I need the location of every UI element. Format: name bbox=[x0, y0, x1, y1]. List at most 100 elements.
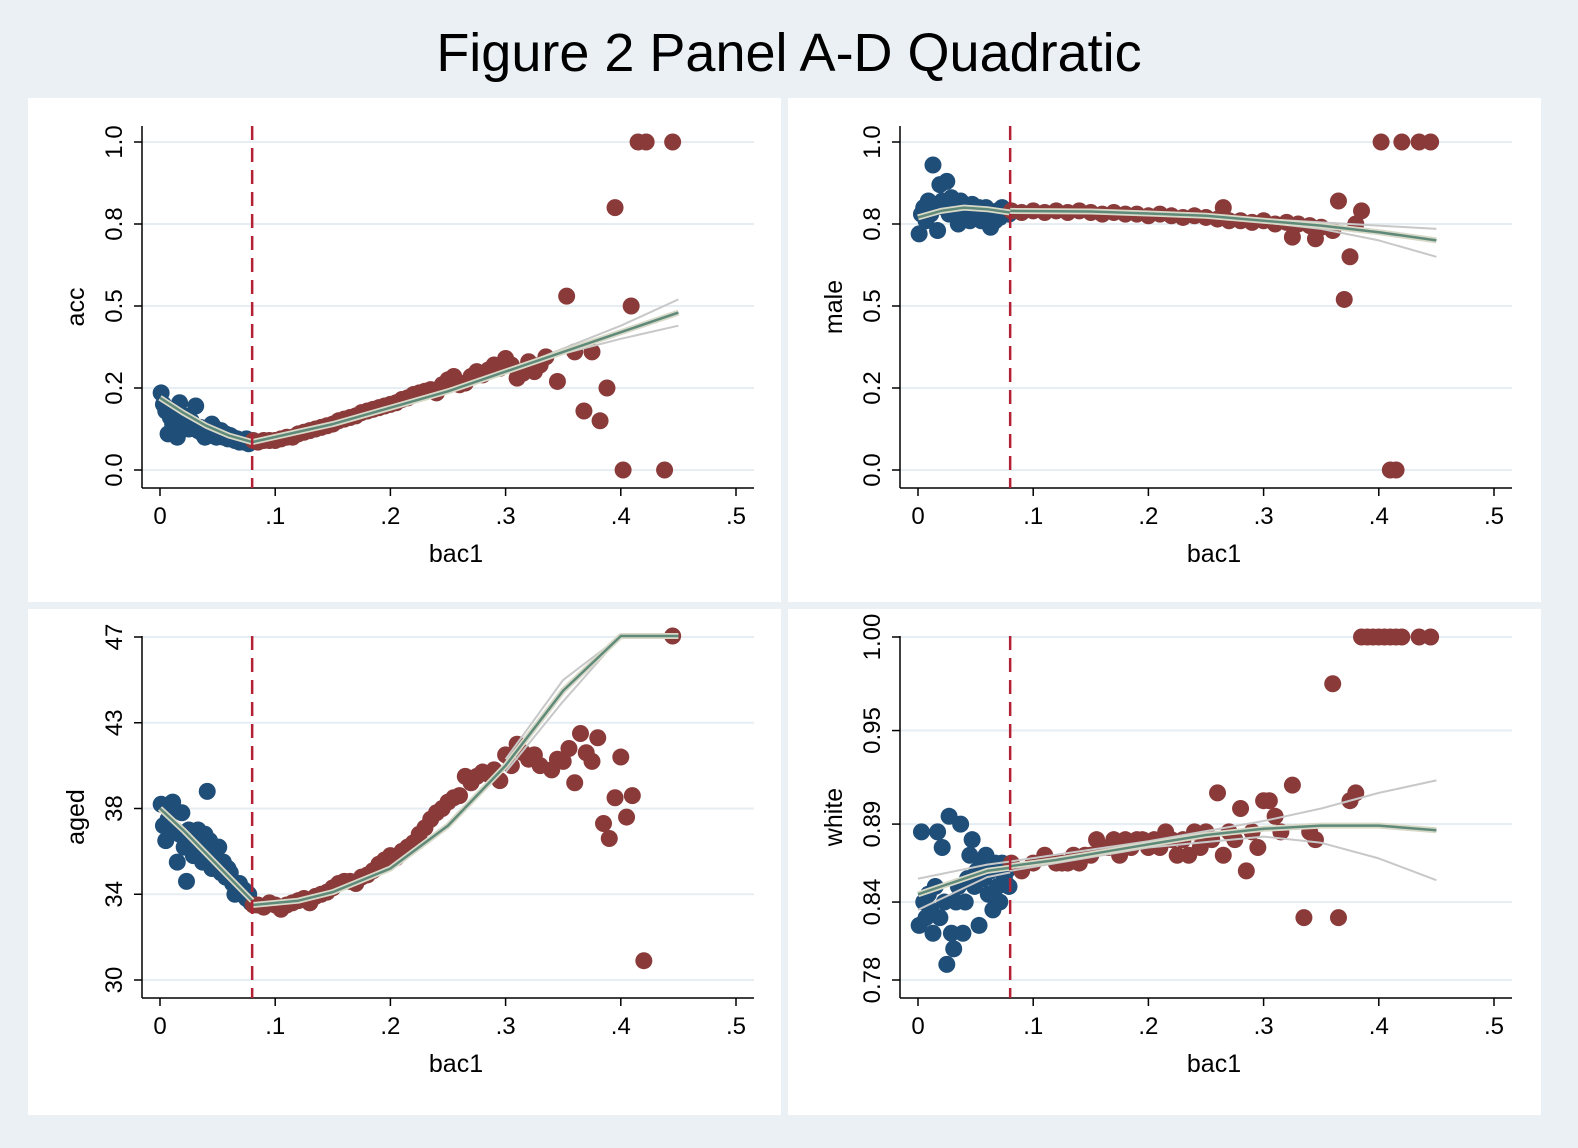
panel-d-x-tick-label: .4 bbox=[1369, 1013, 1389, 1040]
panel-a-plot: 0 .1 .2 .3 .4 .5 0.0 0.2 0.5 0.8 1.0 bac1 acc bbox=[62, 125, 754, 568]
panel-a-y-tick-label: 1.0 bbox=[101, 125, 128, 158]
panel-d-x-tick-label: .5 bbox=[1484, 1013, 1504, 1040]
panel-a-x-tick-label: .3 bbox=[496, 503, 516, 530]
panel-d-left-ci-lower-line bbox=[917, 871, 1011, 911]
panel-b-x-tick-label: .2 bbox=[1138, 503, 1158, 530]
panel-a-y-axis-title: acc bbox=[62, 288, 90, 327]
panel-c-left-point bbox=[168, 853, 186, 871]
panel-d-left-point bbox=[956, 893, 974, 911]
panel-d-x-axis-title: bac1 bbox=[1187, 1050, 1241, 1078]
panel-a-left-point bbox=[187, 397, 205, 415]
panel-c-right-point bbox=[566, 774, 584, 792]
panel-a-right-point bbox=[558, 287, 576, 305]
panel-c-x-axis-title: bac1 bbox=[429, 1050, 483, 1078]
panel-a-right-fit-line bbox=[251, 311, 679, 444]
panel-d-y-tick-label: 0.84 bbox=[859, 879, 886, 926]
panel-c-left-point bbox=[177, 872, 195, 890]
panel-b-right-point bbox=[1372, 133, 1390, 151]
panel-c-x-tick-label: .2 bbox=[380, 1013, 400, 1040]
panel-c-x-tick-label: .1 bbox=[265, 1013, 285, 1040]
panel-c-y-tick-label: 38 bbox=[101, 795, 128, 822]
panel-d-right-fit-line bbox=[1010, 824, 1437, 868]
panel-d-y-tick-label: 0.95 bbox=[859, 707, 886, 754]
panel-c-x-tick-label: .3 bbox=[496, 1013, 516, 1040]
panel-a-x-tick-label: .2 bbox=[380, 503, 400, 530]
panel-c-right-point bbox=[635, 952, 653, 970]
panel-d-right-point bbox=[1232, 800, 1250, 817]
panel-a-x-tick-label: .4 bbox=[611, 503, 631, 530]
panel-d-x-tick-label: .2 bbox=[1138, 1013, 1158, 1040]
panel-c-y-tick-label: 30 bbox=[101, 967, 128, 994]
panel-b-left-fit-line bbox=[917, 206, 1011, 219]
panel-b-right-point bbox=[1329, 192, 1347, 210]
panel-a-x-axis-title: bac1 bbox=[429, 540, 483, 568]
panel-c-left-point bbox=[210, 838, 228, 856]
panel-d-right-point bbox=[1422, 628, 1440, 646]
panel-c-x-tick-label: .5 bbox=[726, 1013, 746, 1040]
panel-d-right-point bbox=[1324, 675, 1342, 693]
panel-d-right-point bbox=[1249, 838, 1267, 856]
panel-b-right-point bbox=[1214, 199, 1232, 217]
panel-b-x-tick-label: .1 bbox=[1023, 503, 1043, 530]
figure-title: Figure 2 Panel A-D Quadratic bbox=[436, 23, 1142, 83]
panel-d-right-point bbox=[1214, 846, 1232, 864]
panel-b-x-tick-label: .3 bbox=[1254, 503, 1274, 530]
panel-a-x-tick-label: .5 bbox=[726, 503, 746, 530]
panel-b-right-point bbox=[1353, 202, 1371, 220]
panel-d-right-point bbox=[1237, 862, 1255, 880]
panel-c-y-tick-label: 43 bbox=[101, 709, 128, 736]
panel-b-y-tick-label: 1.0 bbox=[859, 125, 886, 158]
panel-b-left-point bbox=[929, 222, 947, 240]
panel-d-y-tick-label: 1.00 bbox=[859, 614, 886, 661]
panel-a-y-tick-label: 0.8 bbox=[101, 207, 128, 240]
panel-d-ci-lower-line bbox=[1010, 835, 1437, 882]
panel-d-right-point bbox=[1329, 909, 1347, 927]
panel-d-x-tick-label: .3 bbox=[1254, 1013, 1274, 1040]
panel-d-right-point bbox=[1306, 831, 1324, 849]
panel-a-right-point bbox=[591, 412, 609, 430]
panel-b-x-tick-label: 0 bbox=[911, 503, 924, 530]
panel-c-y-tick-label: 47 bbox=[101, 624, 128, 651]
panel-c-y-tick-label: 34 bbox=[101, 881, 128, 908]
panel-d-x-tick-label: 0 bbox=[911, 1013, 924, 1040]
panel-b-x-tick-label: .4 bbox=[1369, 503, 1389, 530]
panel-b-y-tick-label: 0.0 bbox=[859, 453, 886, 486]
panel-c-right-point bbox=[589, 729, 607, 747]
panel-d-right-point bbox=[1266, 807, 1284, 825]
panel-a-left-fit-line bbox=[159, 396, 253, 444]
panel-a-right-point bbox=[656, 461, 674, 479]
panel-a-x-tick-label: 0 bbox=[153, 503, 166, 530]
panel-d-y-tick-label: 0.89 bbox=[859, 801, 886, 848]
panel-b-x-axis-title: bac1 bbox=[1187, 540, 1241, 568]
panel-c-right-point bbox=[583, 752, 601, 770]
panel-c-x-tick-label: .4 bbox=[611, 1013, 631, 1040]
panel-d-plot: 0 .1 .2 .3 .4 .5 0.78 0.84 0.89 0.95 1.00 bac1 white bbox=[820, 614, 1512, 1078]
panel-a-background bbox=[28, 98, 781, 602]
panel-c-right-point bbox=[600, 830, 618, 848]
panel-d-right-point bbox=[1283, 776, 1301, 794]
panel-d-left-point bbox=[929, 823, 947, 841]
panel-a-x-tick-label: .1 bbox=[265, 503, 285, 530]
panel-b-right-point bbox=[1393, 133, 1411, 151]
panel-a-y-tick-label: 0.5 bbox=[101, 289, 128, 322]
plots-layer: 0 .1 .2 .3 .4 .5 0.0 0 .2 0.5 0.8 1.0 bac1 acc 0 .1 .2 .3… bbox=[62, 125, 1512, 1078]
panel-c-right-fit-line bbox=[252, 634, 679, 907]
panel-c-right-point bbox=[606, 789, 624, 807]
panel-b-left-point bbox=[938, 172, 956, 190]
panel-d-left-point bbox=[963, 831, 981, 849]
panel-c-right-point bbox=[618, 808, 636, 826]
panel-b-x-tick-label: .5 bbox=[1484, 503, 1504, 530]
panel-d-left-point bbox=[991, 893, 1009, 911]
panel-a-right-point bbox=[548, 372, 566, 390]
panel-c-right-point bbox=[554, 752, 572, 770]
panel-b-right-point bbox=[1335, 290, 1353, 308]
panel-c-y-axis-title: aged bbox=[62, 789, 90, 845]
panel-c-background bbox=[28, 609, 781, 1115]
panel-d-left-point bbox=[945, 940, 963, 958]
panel-b-left-point bbox=[910, 225, 928, 243]
panel-c-right-point bbox=[571, 724, 589, 742]
panel-c-plot: 0 .1 .2 .3 .4 .5 30 34 38 43 47 bac1 aged bbox=[62, 624, 754, 1078]
panel-d-right-point bbox=[1209, 784, 1227, 802]
panel-d-left-point bbox=[933, 838, 951, 856]
panel-d-left-point bbox=[924, 924, 942, 942]
